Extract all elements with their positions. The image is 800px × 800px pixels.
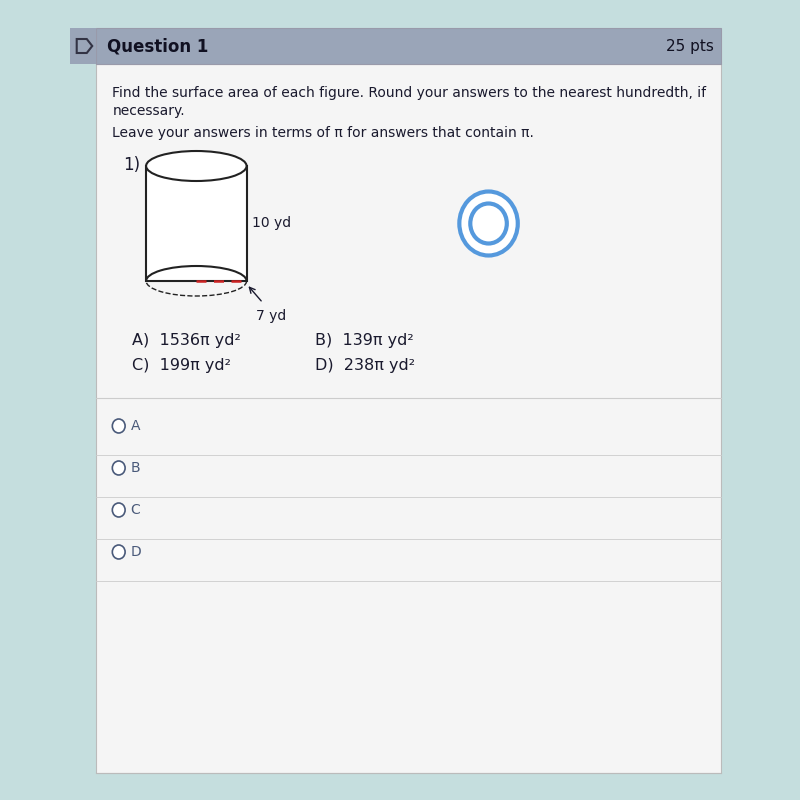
Circle shape (112, 545, 125, 559)
Text: 25 pts: 25 pts (666, 38, 714, 54)
Text: Leave your answers in terms of π for answers that contain π.: Leave your answers in terms of π for ans… (112, 126, 534, 140)
Text: B: B (130, 461, 140, 475)
Polygon shape (146, 166, 246, 281)
Circle shape (112, 461, 125, 475)
Text: 1): 1) (123, 156, 141, 174)
Text: Question 1: Question 1 (107, 37, 208, 55)
Text: A: A (130, 419, 140, 433)
Text: D: D (130, 545, 142, 559)
FancyBboxPatch shape (70, 28, 96, 64)
Text: D)  238π yd²: D) 238π yd² (315, 358, 415, 373)
Text: necessary.: necessary. (112, 104, 185, 118)
Circle shape (112, 419, 125, 433)
Text: 7 yd: 7 yd (256, 309, 286, 323)
Text: C: C (130, 503, 140, 517)
Text: A)  1536π yd²: A) 1536π yd² (133, 333, 241, 348)
Circle shape (112, 503, 125, 517)
Text: Find the surface area of each figure. Round your answers to the nearest hundredt: Find the surface area of each figure. Ro… (112, 86, 706, 100)
Text: B)  139π yd²: B) 139π yd² (315, 333, 414, 348)
Circle shape (470, 203, 507, 243)
Text: C)  199π yd²: C) 199π yd² (133, 358, 231, 373)
Circle shape (459, 191, 518, 255)
FancyBboxPatch shape (96, 64, 722, 773)
Ellipse shape (146, 151, 246, 181)
Text: 10 yd: 10 yd (252, 217, 291, 230)
FancyBboxPatch shape (96, 28, 722, 64)
